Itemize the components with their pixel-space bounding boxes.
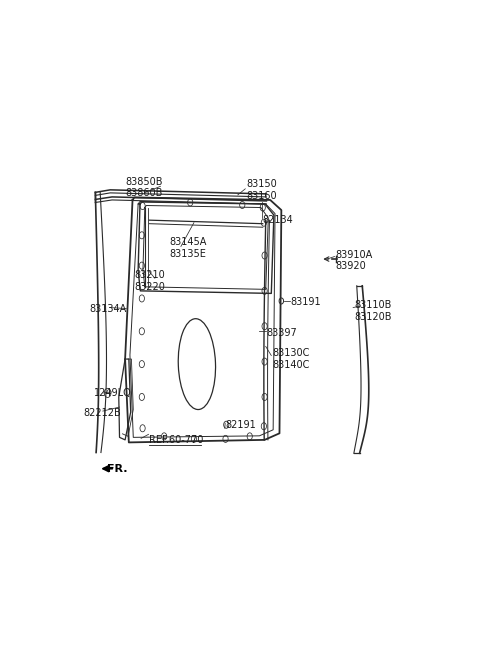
Text: 82134: 82134: [263, 215, 293, 225]
Text: REF.60-770: REF.60-770: [149, 435, 204, 445]
Text: 83191: 83191: [290, 297, 321, 307]
Text: 83910A
83920: 83910A 83920: [335, 250, 372, 272]
Text: 82212B: 82212B: [83, 408, 121, 418]
Text: 83110B
83120B: 83110B 83120B: [354, 300, 391, 322]
Text: 83397: 83397: [266, 328, 297, 338]
Text: 1249LQ: 1249LQ: [94, 388, 132, 398]
Text: 83145A
83135E: 83145A 83135E: [170, 237, 207, 258]
Text: 83850B
83860B: 83850B 83860B: [125, 176, 163, 198]
Text: 83130C
83140C: 83130C 83140C: [272, 348, 310, 370]
Text: 82191: 82191: [226, 420, 256, 430]
Text: 83150
83160: 83150 83160: [246, 179, 277, 201]
Text: 83210
83220: 83210 83220: [134, 270, 165, 291]
Text: FR.: FR.: [107, 464, 127, 474]
Text: 83134A: 83134A: [89, 304, 126, 314]
